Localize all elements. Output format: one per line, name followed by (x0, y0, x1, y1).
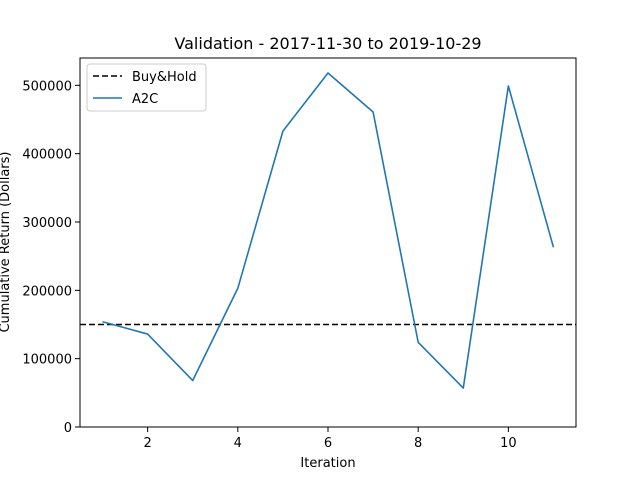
legend: Buy&Hold A2C (86, 63, 207, 112)
y-tick-label: 0 (64, 421, 72, 436)
x-tick-label: 10 (500, 436, 517, 451)
y-tick-label: 100000 (22, 353, 72, 368)
y-axis-label: Cumulative Return (Dollars) (0, 151, 13, 332)
y-tick-label: 500000 (22, 79, 72, 94)
y-tick-label: 300000 (22, 216, 72, 231)
x-tick-label: 4 (234, 436, 242, 451)
x-tick-label: 8 (414, 436, 422, 451)
series-lines (80, 72, 576, 389)
x-axis-label: Iteration (300, 456, 355, 471)
y-tick-label: 400000 (22, 148, 72, 163)
x-tick-label: 6 (324, 436, 332, 451)
axes-frame (79, 57, 577, 428)
x-tick-label: 2 (143, 436, 151, 451)
y-tick-label: 200000 (22, 284, 72, 299)
chart-title: Validation - 2017-11-30 to 2019-10-29 (174, 34, 481, 53)
legend-label: A2C (132, 92, 158, 107)
legend-label: Buy&Hold (132, 70, 197, 85)
series-line-1 (102, 72, 555, 389)
axis-ticks: 2 4 6 8 10 0 100000 200000 300000 400000 500000 (22, 79, 516, 451)
